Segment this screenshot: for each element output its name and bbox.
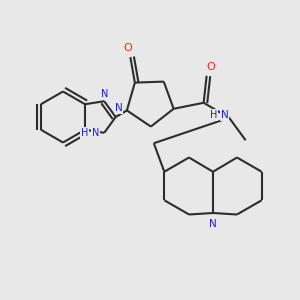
Text: H: H bbox=[81, 128, 88, 138]
Text: N: N bbox=[208, 219, 216, 230]
Text: H: H bbox=[210, 110, 217, 120]
Text: N: N bbox=[100, 89, 108, 99]
Text: O: O bbox=[207, 62, 215, 72]
Text: O: O bbox=[123, 43, 132, 52]
Text: N: N bbox=[221, 110, 229, 120]
Text: N: N bbox=[115, 103, 122, 113]
Text: N: N bbox=[92, 128, 100, 138]
